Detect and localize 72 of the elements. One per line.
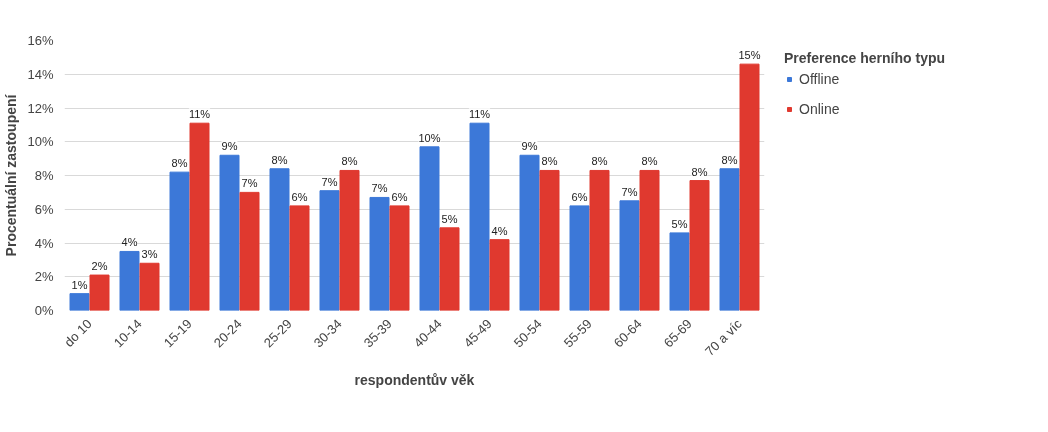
data-label: 8% — [271, 153, 288, 166]
bar — [369, 196, 390, 311]
bar — [239, 191, 260, 311]
bar — [519, 154, 540, 311]
data-label: 11% — [468, 108, 491, 121]
data-label: 5% — [441, 212, 458, 225]
bar — [319, 190, 340, 311]
bar — [619, 200, 640, 311]
data-label: 6% — [391, 190, 408, 203]
bar — [119, 250, 140, 311]
data-label: 4% — [121, 236, 138, 249]
x-tick-label: 70 a víc — [701, 315, 746, 359]
x-axis-title: respondentův věk — [354, 372, 475, 389]
bar — [339, 169, 360, 311]
data-label: 7% — [241, 177, 258, 190]
data-label: 8% — [341, 155, 358, 168]
data-label: 9% — [521, 140, 538, 153]
y-tick-label: 8% — [34, 168, 54, 183]
bar — [269, 168, 290, 311]
data-label: 6% — [571, 190, 588, 203]
bar — [539, 169, 560, 311]
legend-title: Preference herního typu — [784, 50, 946, 66]
bar — [169, 171, 190, 311]
bar — [469, 122, 490, 311]
bar — [669, 232, 690, 311]
y-tick-label: 10% — [27, 134, 54, 150]
data-label: 8% — [691, 165, 708, 178]
y-tick-label: 0% — [34, 303, 54, 318]
bar — [489, 239, 510, 311]
data-label: 2% — [91, 260, 108, 273]
bar — [569, 205, 590, 311]
data-label: 8% — [641, 155, 658, 168]
data-label: 1% — [71, 278, 88, 291]
data-label: 8% — [171, 157, 188, 170]
bar — [289, 205, 310, 311]
bar — [69, 293, 90, 311]
bar — [219, 154, 240, 311]
data-label: 6% — [291, 190, 308, 203]
bar — [639, 169, 660, 311]
data-label: 8% — [541, 155, 558, 168]
data-label: 8% — [721, 153, 738, 166]
y-tick-label: 12% — [27, 100, 54, 116]
y-tick-label: 2% — [34, 269, 54, 285]
bar — [689, 180, 710, 311]
bar — [139, 262, 160, 311]
y-tick-label: 14% — [27, 66, 54, 82]
bar — [419, 146, 440, 311]
legend-label: Offline — [799, 71, 840, 87]
data-label: 15% — [738, 49, 761, 62]
data-label: 7% — [621, 185, 638, 198]
data-label: 11% — [188, 108, 211, 121]
bar — [589, 169, 610, 311]
legend-label: Online — [799, 101, 840, 117]
data-label: 9% — [221, 140, 238, 153]
data-label: 7% — [321, 175, 338, 188]
bar — [389, 205, 410, 311]
data-label: 5% — [671, 217, 688, 230]
data-label: 10% — [418, 131, 441, 144]
bar — [439, 227, 460, 311]
y-tick-label: 16% — [27, 33, 54, 48]
bar — [739, 63, 760, 311]
data-label: 4% — [491, 224, 508, 237]
bar — [89, 274, 110, 311]
data-label: 8% — [591, 155, 608, 168]
data-label: 7% — [371, 182, 388, 195]
bar — [719, 168, 740, 311]
x-tick-label: do 10 — [61, 316, 95, 350]
y-axis-title: Procentuální zastoupení — [3, 93, 20, 257]
bar — [189, 122, 210, 311]
data-label: 3% — [141, 248, 158, 261]
y-tick-label: 4% — [34, 235, 54, 251]
y-tick-label: 6% — [34, 201, 54, 217]
